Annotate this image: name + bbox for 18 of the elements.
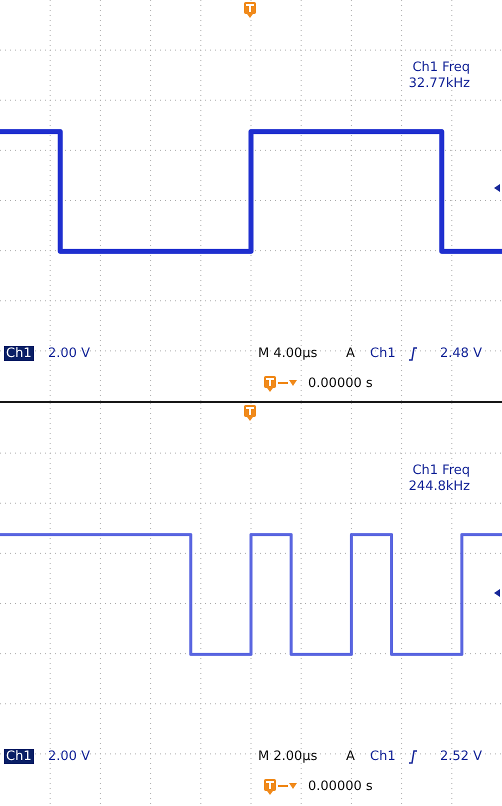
text: Ch1 bbox=[4, 749, 34, 764]
text: 2.52 V bbox=[440, 749, 482, 764]
text: Ch1 bbox=[370, 749, 396, 764]
text: 244.8kHz bbox=[408, 479, 470, 494]
text: Ch1 bbox=[370, 346, 396, 361]
text: Ch1 Freq bbox=[412, 463, 470, 478]
text: 2.48 V bbox=[440, 346, 482, 361]
text: 2.00 V bbox=[48, 346, 90, 361]
text: Ch1 Freq bbox=[412, 60, 470, 75]
text: A bbox=[346, 749, 355, 764]
text: 32.77kHz bbox=[408, 76, 470, 91]
text: M 4.00µs bbox=[258, 346, 318, 361]
text: 0.00000 s bbox=[308, 376, 373, 391]
text: Ch1 bbox=[4, 346, 34, 361]
text: M 2.00µs bbox=[258, 749, 318, 764]
text: 2.00 V bbox=[48, 749, 90, 764]
text: A bbox=[346, 346, 355, 361]
text: 0.00000 s bbox=[308, 779, 373, 794]
